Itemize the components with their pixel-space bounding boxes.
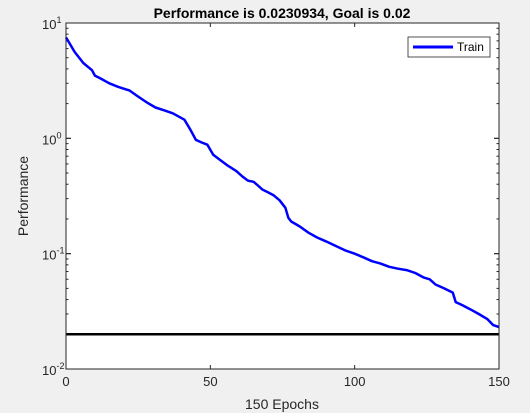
x-tick-labels: 0 50 100 150 [62,374,509,389]
y-tick-label: 101 [42,15,61,32]
x-tick-label: 150 [488,374,510,389]
y-tick-label: 10-1 [42,246,64,263]
legend-label-train: Train [457,40,484,54]
legend: Train [407,36,491,58]
x-tick-label: 0 [62,374,69,389]
x-axis-title: 150 Epochs [245,396,319,412]
x-tick-label: 50 [203,374,217,389]
x-tick-label: 100 [344,374,366,389]
y-axis-title: Performance [15,156,31,236]
chart-title: Performance is 0.0230934, Goal is 0.02 [154,5,411,21]
y-tick-label: 10-2 [42,361,64,378]
series-line-train [64,36,500,329]
y-tick-labels: 10-2 10-1 100 101 [42,15,64,378]
plot-area [66,23,499,369]
plot-frame [65,22,500,370]
y-tick-label: 100 [42,130,61,147]
series-layer [64,36,500,336]
